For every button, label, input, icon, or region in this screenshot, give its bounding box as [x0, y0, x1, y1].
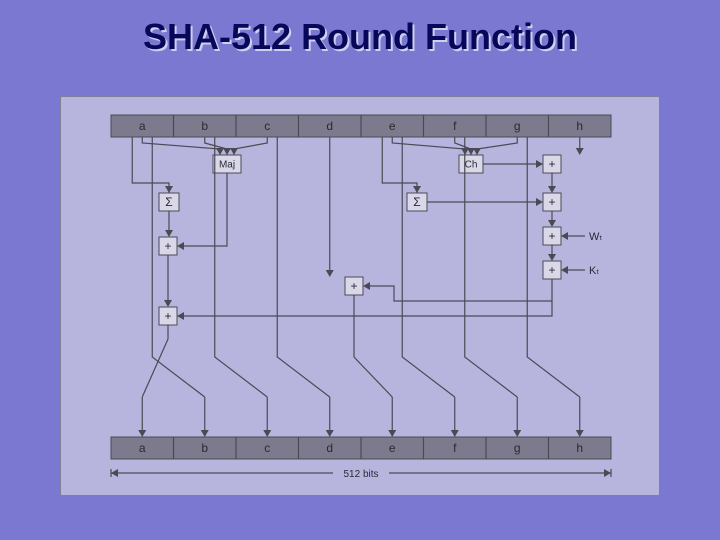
- svg-text:+: +: [548, 229, 555, 243]
- svg-text:Ch: Ch: [465, 159, 478, 170]
- svg-text:b: b: [201, 119, 208, 133]
- svg-text:b: b: [201, 441, 208, 455]
- svg-text:Σ: Σ: [413, 195, 420, 209]
- svg-text:+: +: [350, 279, 357, 293]
- diagram-panel: abcdefghabcdefgh512 bitsMajChΣΣ+++++++Wₜ…: [60, 96, 660, 496]
- svg-text:a: a: [139, 119, 146, 133]
- svg-text:+: +: [548, 157, 555, 171]
- svg-text:g: g: [514, 441, 521, 455]
- svg-text:d: d: [326, 119, 333, 133]
- svg-text:Maj: Maj: [219, 159, 235, 170]
- svg-text:e: e: [389, 441, 396, 455]
- svg-text:e: e: [389, 119, 396, 133]
- svg-text:h: h: [576, 441, 583, 455]
- svg-text:+: +: [548, 263, 555, 277]
- svg-text:c: c: [264, 441, 270, 455]
- svg-text:512 bits: 512 bits: [343, 469, 378, 480]
- svg-text:+: +: [164, 239, 171, 253]
- svg-text:+: +: [164, 309, 171, 323]
- svg-text:Wₜ: Wₜ: [589, 231, 603, 243]
- svg-text:h: h: [576, 119, 583, 133]
- svg-text:a: a: [139, 441, 146, 455]
- svg-text:d: d: [326, 441, 333, 455]
- svg-text:g: g: [514, 119, 521, 133]
- svg-text:Kₜ: Kₜ: [589, 265, 600, 277]
- page-title: SHA-512 Round Function: [0, 16, 720, 58]
- diagram-svg: abcdefghabcdefgh512 bitsMajChΣΣ+++++++Wₜ…: [61, 97, 661, 497]
- svg-text:c: c: [264, 119, 270, 133]
- svg-text:+: +: [548, 195, 555, 209]
- svg-text:Σ: Σ: [165, 195, 172, 209]
